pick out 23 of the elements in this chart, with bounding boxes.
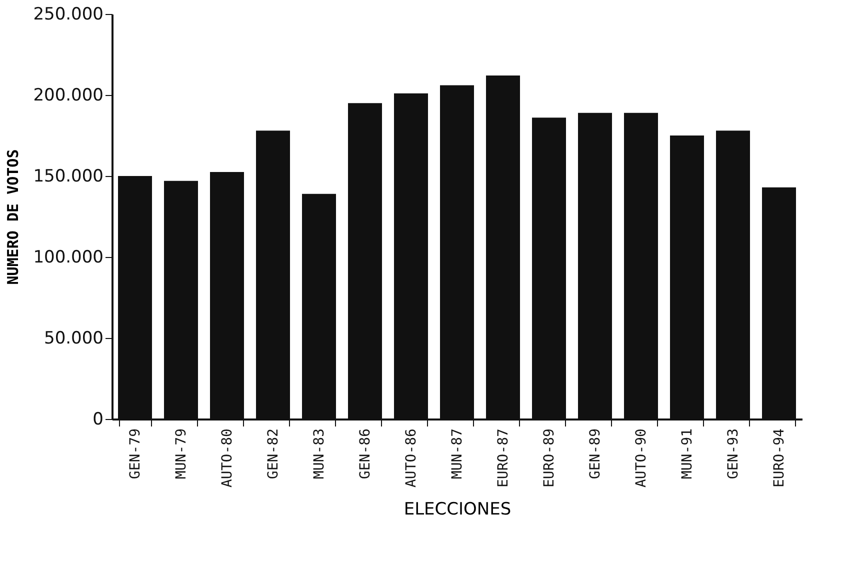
x-axis-title: ELECCIONES bbox=[404, 500, 512, 520]
x-tick-label: MUN-87 bbox=[450, 428, 466, 480]
x-tick-label: AUTO-86 bbox=[404, 428, 420, 488]
x-tick-label: MUN-91 bbox=[680, 428, 696, 480]
x-tick-label: AUTO-90 bbox=[634, 428, 650, 488]
x-tick-label: GEN-82 bbox=[266, 428, 282, 480]
x-tick-label: AUTO-80 bbox=[220, 428, 236, 488]
x-tick-label: MUN-79 bbox=[174, 428, 190, 480]
x-tick-label: GEN-79 bbox=[128, 428, 144, 480]
y-tick-label: 150.000 bbox=[33, 166, 104, 186]
x-tick-label: EURO-87 bbox=[496, 428, 512, 488]
x-tick-label: MUN-83 bbox=[312, 428, 328, 480]
y-tick-label: 250.000 bbox=[33, 4, 104, 24]
x-tick-label: GEN-93 bbox=[726, 428, 742, 480]
x-tick-label: EURO-89 bbox=[542, 428, 558, 488]
y-tick-label: 0 bbox=[92, 410, 104, 430]
y-tick-label: 50.000 bbox=[44, 328, 104, 348]
x-tick-label: EURO-94 bbox=[772, 428, 788, 488]
x-tick-label: GEN-86 bbox=[358, 428, 374, 480]
y-tick-label: 100.000 bbox=[33, 248, 104, 268]
y-axis-title: NUMERO DE VOTOS bbox=[4, 149, 22, 285]
y-tick-label: 200.000 bbox=[33, 86, 104, 106]
x-tick-label: GEN-89 bbox=[588, 428, 604, 480]
